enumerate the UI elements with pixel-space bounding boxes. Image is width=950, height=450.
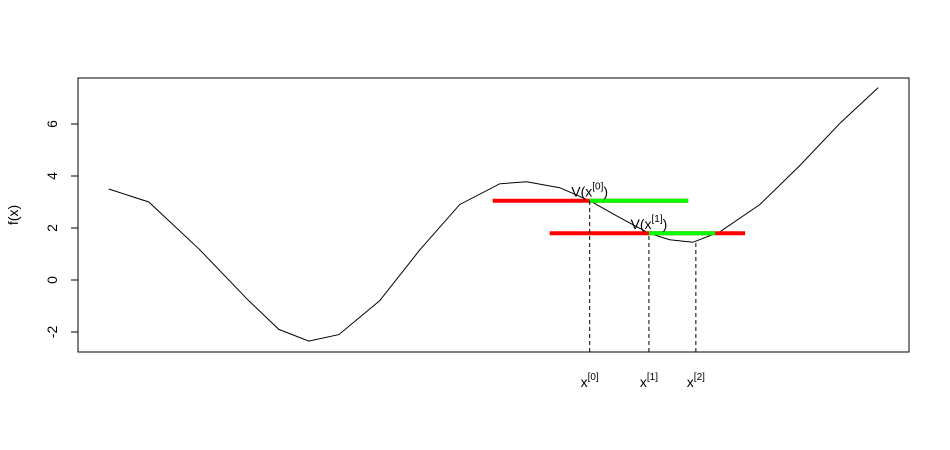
y-axis-label: f(x) <box>5 205 21 225</box>
y-tick-label: -2 <box>44 326 60 339</box>
x-point-label: x[0] <box>581 372 599 390</box>
annotation-text: V(x <box>571 184 592 200</box>
annotation-sup: [1] <box>652 214 663 225</box>
label-base: x <box>640 374 647 390</box>
annotation-text: V(x <box>631 216 652 232</box>
curve <box>108 87 879 342</box>
y-tick-label: 4 <box>44 172 60 180</box>
plot-frame <box>77 77 910 353</box>
x-point-label: x[2] <box>687 372 705 390</box>
annotation: V(x[1]) <box>631 214 668 232</box>
label-base: x <box>687 374 694 390</box>
annotation-sup: [0] <box>592 182 603 193</box>
label-sup: [2] <box>694 372 705 383</box>
annotation: V(x[0]) <box>571 182 608 200</box>
label-base: x <box>581 374 588 390</box>
x-point-label: x[1] <box>640 372 658 390</box>
label-sup: [1] <box>647 372 658 383</box>
label-sup: [0] <box>588 372 599 383</box>
annotation-close: ) <box>663 216 668 232</box>
y-tick-label: 6 <box>44 120 60 128</box>
y-tick-label: 0 <box>44 276 60 284</box>
annotation-close: ) <box>603 184 608 200</box>
y-tick-label: 2 <box>44 224 60 232</box>
